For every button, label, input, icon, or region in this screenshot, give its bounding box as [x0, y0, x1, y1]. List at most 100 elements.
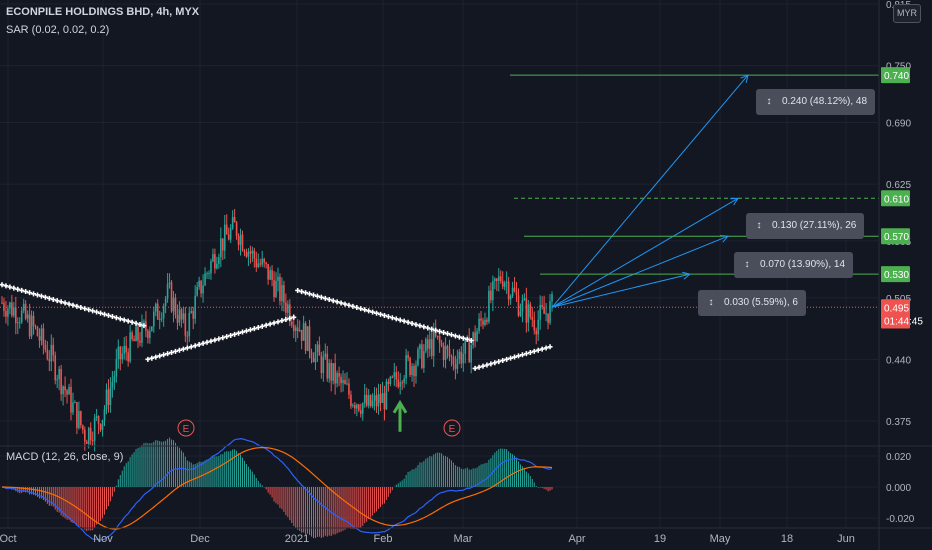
sar-dot	[196, 342, 202, 348]
sar-dot	[393, 316, 399, 322]
sar-dot	[271, 320, 277, 326]
sar-dot	[377, 311, 383, 317]
sar-dot	[527, 349, 533, 355]
sar-dot	[263, 322, 269, 328]
sar-dot	[98, 310, 104, 316]
candle-body	[458, 351, 461, 360]
projection-label-3[interactable]: ↕ 0.070 (13.90%), 14	[734, 252, 854, 278]
sar-dot	[243, 328, 249, 334]
projection-label-2[interactable]: ↕ 0.130 (27.11%), 26	[746, 213, 865, 239]
candle-body	[551, 294, 553, 302]
projection-text: 0.130 (27.11%), 26	[772, 220, 857, 231]
candle-body	[83, 429, 86, 442]
candle-body	[385, 381, 388, 410]
sar-dot	[425, 325, 431, 331]
projection-text: 0.240 (48.12%), 48	[782, 96, 868, 107]
candle-body	[227, 234, 230, 240]
candle-body	[342, 380, 344, 384]
candle-body	[24, 303, 27, 319]
sar-dot	[192, 343, 198, 349]
candle-body	[346, 383, 348, 385]
sar-dot	[216, 336, 222, 342]
candle-body	[434, 330, 437, 336]
candle-body	[269, 270, 271, 280]
projection-label-4[interactable]: ↕ 0.030 (5.59%), 6	[698, 290, 806, 316]
candle-body	[401, 382, 403, 384]
candle-body	[271, 270, 273, 280]
candle-body	[121, 353, 124, 360]
sar-dot	[401, 318, 407, 324]
sar-dot	[413, 322, 419, 328]
candle-body	[235, 222, 238, 237]
sar-dot	[441, 330, 447, 336]
candle-body	[54, 355, 57, 381]
candle-body	[170, 282, 173, 312]
candle-body	[419, 344, 421, 350]
candle-body	[93, 417, 96, 441]
price-badge-label: 0.530	[884, 270, 909, 281]
sar-dot	[519, 352, 525, 358]
candle-body	[174, 297, 177, 315]
sar-dot	[512, 354, 518, 360]
candles	[1, 208, 553, 452]
projection-label-1[interactable]: ↕ 0.240 (48.12%), 48	[756, 89, 876, 115]
candle-body	[499, 276, 502, 282]
candle-body	[89, 427, 92, 441]
sar-dot	[34, 292, 40, 298]
candle-body	[5, 310, 7, 317]
candle-body	[22, 303, 25, 311]
range-icon: ↕	[744, 259, 750, 270]
sar-dot	[350, 303, 356, 309]
sar-dot	[109, 314, 115, 320]
macd-y-tick: -0.020	[886, 514, 915, 525]
candle-body	[529, 304, 532, 317]
candle-body	[279, 276, 281, 302]
candle-body	[133, 339, 135, 342]
candle-body	[444, 346, 447, 361]
candle-body	[164, 298, 167, 307]
x-tick-label: May	[710, 533, 731, 545]
candle-body	[501, 281, 504, 287]
x-tick-label: Dec	[190, 533, 210, 545]
sar-dot	[303, 290, 309, 296]
candle-body	[218, 257, 220, 264]
candle-body	[436, 335, 439, 337]
sar-dot	[38, 293, 44, 299]
projection-text: 0.030 (5.59%), 6	[724, 297, 798, 308]
candle-body	[494, 278, 496, 282]
sar-dot	[31, 291, 37, 297]
candle-body	[117, 346, 120, 360]
candle-body	[125, 345, 127, 353]
projection-arrow-line	[551, 197, 739, 308]
sar-dot	[86, 307, 92, 313]
sar-dot	[500, 357, 506, 363]
candle-body	[322, 357, 325, 373]
macd-y-tick: 0.020	[886, 452, 911, 463]
candle-body	[85, 441, 88, 444]
candle-body	[9, 302, 11, 309]
x-tick-label: Jun	[837, 533, 855, 545]
candle-body	[101, 419, 104, 430]
currency-button[interactable]: MYR	[893, 4, 921, 23]
candle-body	[87, 427, 90, 444]
candle-body	[237, 236, 240, 245]
candle-body	[119, 346, 122, 360]
candle-body	[212, 254, 214, 262]
candle-body	[377, 394, 380, 407]
candle-body	[11, 302, 13, 316]
candle-body	[545, 313, 547, 315]
candle-body	[233, 217, 236, 223]
candle-body	[186, 335, 189, 337]
range-icon: ↕	[766, 96, 772, 107]
sar-dot	[74, 303, 80, 309]
price-badge	[881, 266, 910, 283]
sar-dot	[188, 344, 194, 350]
candle-body	[381, 393, 384, 403]
candle-body	[113, 376, 116, 382]
sar-dot	[105, 312, 111, 318]
sar-dot	[251, 326, 257, 332]
earnings-label: E	[449, 424, 456, 435]
candle-body	[91, 440, 94, 442]
candle-body	[137, 326, 139, 341]
